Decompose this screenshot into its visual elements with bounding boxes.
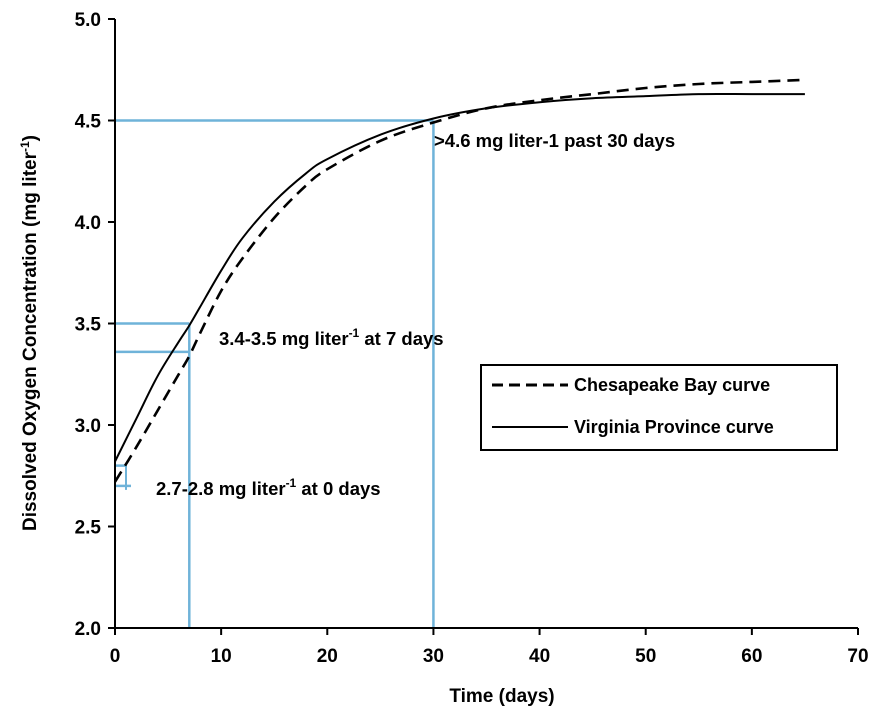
annotation-day0: 2.7-2.8 mg liter-1 at 0 days <box>156 476 381 499</box>
y-tick-label: 4.0 <box>75 213 101 234</box>
reference-lines <box>115 119 435 628</box>
x-axis-label: Time (days) <box>449 686 554 707</box>
y-axis-label: Dissolved Oxygen Concentration (mg liter… <box>18 135 41 531</box>
annotation-day0-main: 2.7-2.8 mg liter <box>156 478 286 499</box>
x-tick-label: 40 <box>529 646 550 667</box>
annotation-day7-main: 3.4-3.5 mg liter <box>219 328 349 349</box>
x-tick-label: 70 <box>847 646 868 667</box>
annotation-day30: >4.6 mg liter-1 past 30 days <box>434 130 675 151</box>
axes: 2.0 2.5 3.0 3.5 4.0 4.5 5.0 0 10 20 30 40 50 60 70 <box>75 10 869 667</box>
x-tick-label: 0 <box>110 646 121 667</box>
annotation-day0-sup: -1 <box>286 476 297 490</box>
y-tick-label: 3.0 <box>75 416 101 437</box>
y-tick-label: 2.5 <box>75 518 102 539</box>
y-tick-label: 4.5 <box>75 112 102 133</box>
annotation-day0-tail: at 0 days <box>296 478 380 499</box>
y-axis-label-close: ) <box>20 135 41 141</box>
annotation-day7: 3.4-3.5 mg liter-1 at 7 days <box>219 326 444 349</box>
x-tick-label: 60 <box>741 646 762 667</box>
annotation-day7-tail: at 7 days <box>359 328 443 349</box>
y-axis-label-sup: -1 <box>18 141 32 152</box>
legend: Chesapeake Bay curve Virginia Province c… <box>480 364 838 451</box>
series-chesapeake-bay-line <box>113 78 805 483</box>
y-tick-label: 3.5 <box>75 315 102 336</box>
x-tick-label: 50 <box>635 646 656 667</box>
x-tick-label: 20 <box>317 646 338 667</box>
x-tick-label: 30 <box>423 646 444 667</box>
legend-label-virginia: Virginia Province curve <box>574 417 774 437</box>
x-ticks: 0 10 20 30 40 50 60 70 <box>110 628 869 667</box>
annotation-day7-sup: -1 <box>349 326 360 340</box>
y-tick-label: 2.0 <box>75 619 101 640</box>
series-virginia-province-line <box>114 92 805 462</box>
legend-box <box>480 364 838 451</box>
x-tick-label: 10 <box>211 646 232 667</box>
y-axis-label-main: Dissolved Oxygen Concentration (mg liter <box>20 151 41 531</box>
legend-label-chesapeake: Chesapeake Bay curve <box>574 375 770 395</box>
series-lines <box>113 78 805 483</box>
y-ticks: 2.0 2.5 3.0 3.5 4.0 4.5 5.0 <box>75 10 115 640</box>
y-tick-label: 5.0 <box>75 10 101 31</box>
